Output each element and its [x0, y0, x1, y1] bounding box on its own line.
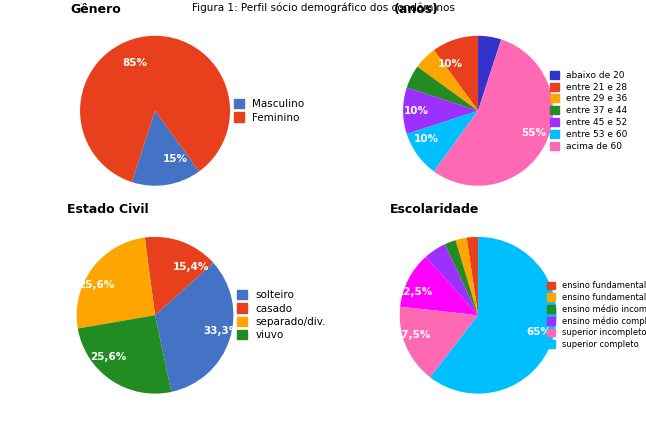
Text: 15,4%: 15,4% — [172, 262, 209, 273]
Text: Escolaridade: Escolaridade — [390, 203, 479, 216]
Text: 65%: 65% — [526, 327, 551, 337]
Wedge shape — [400, 257, 478, 315]
Text: Figura 1: Perfil sócio demográfico dos condôminos: Figura 1: Perfil sócio demográfico dos c… — [192, 2, 454, 13]
Text: 25,6%: 25,6% — [78, 280, 114, 290]
Text: 10%: 10% — [413, 135, 439, 144]
Wedge shape — [400, 307, 478, 377]
Text: 12,5%: 12,5% — [397, 287, 433, 297]
Wedge shape — [444, 240, 478, 315]
Wedge shape — [466, 237, 478, 315]
Wedge shape — [434, 36, 478, 111]
Legend: ensino fundamental incompleto, ensino fundamental completo, ensino médio incompl: ensino fundamental incompleto, ensino fu… — [545, 280, 646, 351]
Text: 17,5%: 17,5% — [395, 330, 431, 340]
Wedge shape — [430, 237, 556, 394]
Wedge shape — [434, 40, 553, 186]
Wedge shape — [77, 238, 155, 328]
Text: 25,6%: 25,6% — [90, 352, 127, 363]
Text: 10%: 10% — [438, 59, 463, 69]
Wedge shape — [407, 111, 478, 171]
Wedge shape — [426, 244, 478, 315]
Text: 33,3%: 33,3% — [203, 326, 240, 336]
Text: Gênero: Gênero — [70, 3, 121, 16]
Legend: Masculino, Feminino: Masculino, Feminino — [231, 97, 306, 125]
Text: 85%: 85% — [122, 58, 147, 68]
Legend: solteiro, casado, separado/div., viuvo: solteiro, casado, separado/div., viuvo — [234, 288, 328, 343]
Wedge shape — [132, 111, 199, 186]
Text: Faixa Etária
(anos): Faixa Etária (anos) — [393, 0, 477, 16]
Text: Estado Civil: Estado Civil — [67, 203, 149, 216]
Wedge shape — [403, 88, 478, 134]
Wedge shape — [455, 238, 478, 315]
Wedge shape — [417, 50, 478, 111]
Wedge shape — [155, 263, 233, 392]
Text: 15%: 15% — [163, 154, 188, 164]
Wedge shape — [145, 237, 213, 315]
Text: 55%: 55% — [521, 128, 547, 138]
Wedge shape — [80, 36, 230, 182]
Text: 10%: 10% — [404, 106, 430, 116]
Wedge shape — [407, 67, 478, 111]
Wedge shape — [478, 36, 501, 111]
Legend: abaixo de 20, entre 21 e 28, entre 29 e 36, entre 37 e 44, entre 45 e 52, entre : abaixo de 20, entre 21 e 28, entre 29 e … — [548, 69, 629, 153]
Wedge shape — [78, 315, 171, 394]
